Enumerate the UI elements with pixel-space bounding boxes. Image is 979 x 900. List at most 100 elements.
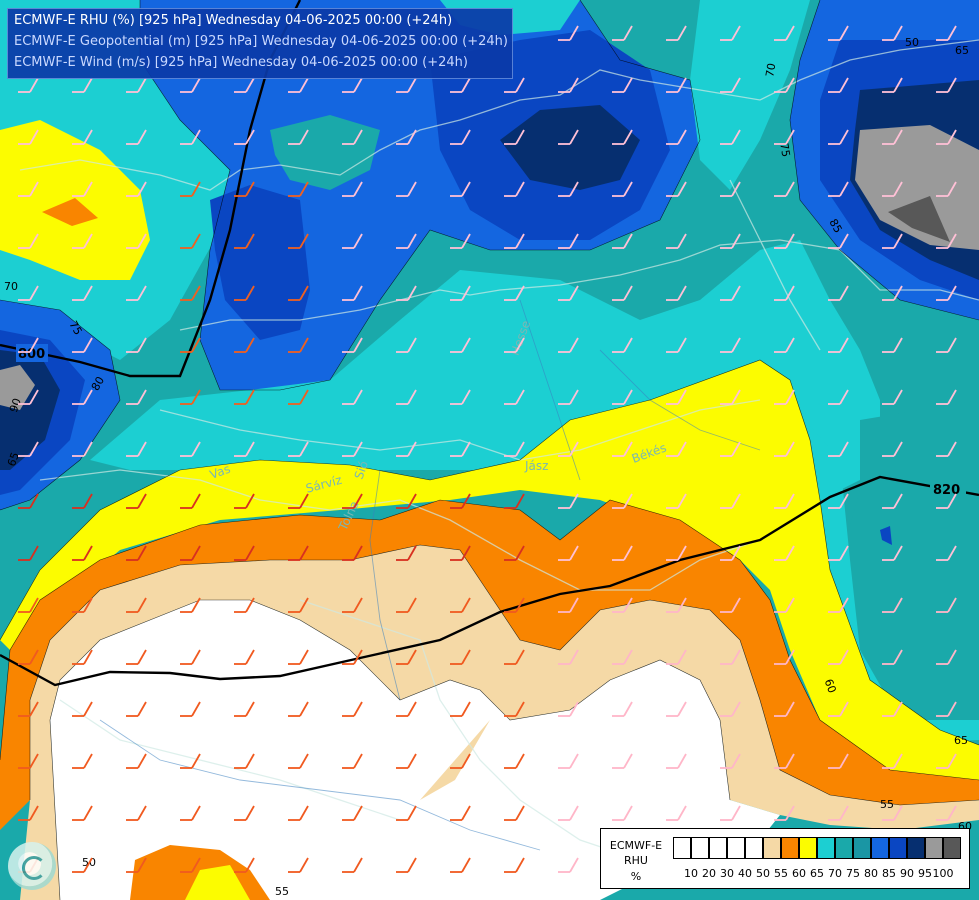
wind-barb-icon (72, 701, 93, 717)
legend-tick-label: 50 (756, 867, 770, 880)
wind-barb-icon (558, 649, 579, 665)
wind-barb-icon (720, 233, 741, 249)
wind-barb-icon (72, 337, 93, 353)
wind-barb-icon (234, 493, 255, 509)
wind-barb-icon (450, 441, 471, 457)
wind-barb-icon (882, 493, 903, 509)
rhu-label: 65 (5, 451, 22, 469)
rivers (99, 299, 761, 851)
wind-barb-icon (234, 389, 255, 405)
wind-barb-icon (774, 597, 795, 613)
wind-barb-icon (396, 233, 417, 249)
wind-barb-icon (450, 857, 471, 873)
wind-barb-icon (18, 753, 39, 769)
wind-barb-icon (234, 597, 255, 613)
legend-tick-label: 55 (774, 867, 788, 880)
wind-barb-icon (126, 233, 147, 249)
legend-tick-label: 85 (882, 867, 896, 880)
wind-barb-icon (936, 337, 957, 353)
wind-barb-icon (180, 701, 201, 717)
wind-barb-icon (234, 753, 255, 769)
wind-barb-icon (504, 753, 525, 769)
rhu-label: 55 (275, 885, 289, 898)
wind-barb-icon (396, 805, 417, 821)
wind-barb-icon (774, 129, 795, 145)
wind-barb-icon (612, 753, 633, 769)
wind-barb-icon (342, 857, 363, 873)
wind-barb-icon (828, 25, 849, 41)
wind-barb-icon (720, 805, 741, 821)
wind-barb-icon (342, 337, 363, 353)
rhu-fill-below-50 (50, 600, 780, 900)
wind-barb-icon (396, 129, 417, 145)
wind-barb-icon (504, 701, 525, 717)
wind-barb-icon (936, 441, 957, 457)
place-label: Vas (208, 462, 232, 482)
wind-barb-icon (288, 285, 309, 301)
wind-barb-icon (180, 441, 201, 457)
wind-barb-icon (936, 753, 957, 769)
wind-barb-icon (828, 129, 849, 145)
wind-barb-icon (774, 337, 795, 353)
wind-barb-icon (396, 753, 417, 769)
wind-barb-icon (558, 25, 579, 41)
wind-barb-icon (720, 649, 741, 665)
wind-barb-icon (666, 181, 687, 197)
wind-barb-icon (882, 181, 903, 197)
wind-barb-icon (828, 181, 849, 197)
legend-tick-label: 80 (864, 867, 878, 880)
wind-barb-icon (504, 493, 525, 509)
legend-tick-label: 90 (900, 867, 914, 880)
wind-barb-icon (288, 701, 309, 717)
wind-barb-icon (504, 597, 525, 613)
rhu-label: 55 (880, 798, 894, 811)
wind-barb-icon (612, 805, 633, 821)
rhu-fill-90-95-ne (500, 105, 640, 190)
wind-barb-icon (396, 701, 417, 717)
wind-barb-icon (612, 77, 633, 93)
legend-swatch (763, 837, 781, 859)
wind-barb-icon (288, 493, 309, 509)
rhu-fill-85-90-north (210, 185, 310, 340)
wind-barb-icon (396, 181, 417, 197)
wind-barb-icon (504, 77, 525, 93)
wind-barb-icon (558, 493, 579, 509)
rhu-label: 75 (66, 319, 84, 338)
legend-swatch (799, 837, 817, 859)
wind-barb-icon (288, 545, 309, 561)
wind-barb-icon (342, 701, 363, 717)
wind-barb-icon (504, 233, 525, 249)
rhu-fill-wheat-spike (420, 720, 490, 800)
wind-barb-icon (288, 857, 309, 873)
wind-barb-icon (504, 337, 525, 353)
wind-barb-icon (504, 857, 525, 873)
wind-barb-icon (558, 389, 579, 405)
geopotential-contours (0, 0, 979, 687)
wind-barb-icon (288, 597, 309, 613)
wind-barb-icon (288, 649, 309, 665)
wind-barb-icon (450, 493, 471, 509)
wind-barb-icon (720, 597, 741, 613)
country-borders (19, 39, 979, 861)
wind-barb-icon (666, 441, 687, 457)
legend-tick-label: 10 (684, 867, 698, 880)
wind-barb-icon (828, 805, 849, 821)
wind-barb-icon (342, 441, 363, 457)
place-label: Jász (524, 459, 548, 473)
wind-barb-icon (234, 857, 255, 873)
wind-barb-icon (612, 545, 633, 561)
wind-barb-icon (72, 129, 93, 145)
wind-barb-icon (882, 597, 903, 613)
rhu-fill-60-65-band (0, 360, 979, 780)
rhu-label: 80 (89, 374, 107, 393)
wind-barb-icon (72, 285, 93, 301)
wind-barb-icon (72, 389, 93, 405)
legend-tick-label: 65 (810, 867, 824, 880)
legend-swatch (871, 837, 889, 859)
wind-barb-icon (504, 805, 525, 821)
wind-barb-icon (396, 441, 417, 457)
wind-barb-icon (126, 181, 147, 197)
wind-barb-icon (72, 597, 93, 613)
wind-barb-icon (288, 181, 309, 197)
